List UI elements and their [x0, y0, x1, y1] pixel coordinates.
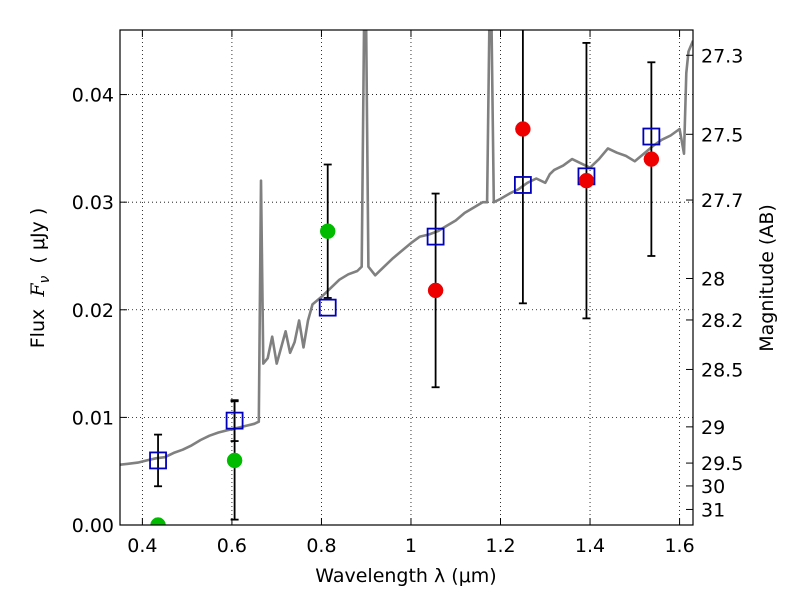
right-tick-label: 31	[701, 499, 725, 521]
y-tick-label: 0.02	[72, 300, 114, 322]
y-axis-label: Flux Fν ( μJy )	[27, 208, 53, 349]
flux-circle-marker	[643, 151, 660, 167]
plot-background	[120, 30, 693, 525]
y-axis-ticks: 0.00 0.01 0.02 0.03 0.04	[72, 85, 127, 537]
plot-frame	[119, 29, 694, 526]
y-tick-label: 0.01	[72, 407, 114, 429]
y-label-prefix: Flux	[27, 297, 49, 349]
x-tick-label: 0.4	[127, 535, 157, 557]
x-tick-label: 1.6	[664, 535, 694, 557]
model-square-marker	[318, 298, 337, 317]
y-label-symbol: F	[27, 283, 49, 298]
flux-circle-marker	[226, 452, 243, 469]
x-tick-label: 1.4	[575, 535, 605, 557]
flux-circle-marker	[427, 282, 444, 299]
flux-circle-marker	[150, 517, 166, 525]
model-square-marker	[426, 227, 445, 246]
data-markers	[149, 121, 661, 525]
y-label-subscript: ν	[37, 275, 53, 283]
gridlines	[120, 30, 693, 525]
y-label-unit: ( μJy )	[27, 208, 49, 276]
x-axis-ticks: 0.4 0.6 0.8 1 1.2 1.4 1.6	[127, 30, 695, 557]
right-tick-label: 27.5	[701, 124, 743, 146]
flux-circle-marker	[319, 223, 336, 239]
right-tick-label: 27.3	[701, 45, 743, 67]
right-tick-label: 29.5	[701, 453, 743, 475]
right-tick-label: 29	[701, 417, 725, 439]
right-tick-label: 28	[701, 268, 725, 290]
flux-circle-marker	[515, 121, 531, 137]
spectrum-line	[120, 30, 693, 466]
right-tick-label: 28.5	[701, 359, 743, 381]
y-tick-label: 0.00	[72, 515, 114, 537]
x-tick-label: 0.6	[217, 535, 247, 557]
flux-circle-marker	[578, 172, 595, 189]
model-square-marker	[642, 127, 661, 146]
model-square-marker	[225, 411, 244, 430]
right-tick-label: 27.7	[701, 190, 743, 212]
model-square-marker	[513, 176, 532, 194]
model-spectrum	[120, 30, 693, 466]
model-square-marker	[149, 451, 167, 470]
right-axis-label: Magnitude (AB)	[756, 204, 778, 352]
x-tick-label: 1.2	[485, 535, 515, 557]
right-tick-label: 28.2	[701, 310, 743, 332]
right-tick-label: 30	[701, 476, 725, 498]
y-tick-label: 0.03	[72, 192, 114, 214]
y-tick-label: 0.04	[72, 85, 114, 107]
x-tick-label: 0.8	[306, 535, 336, 557]
x-axis-label: Wavelength λ (μm)	[315, 565, 496, 587]
x-tick-label: 1	[405, 535, 417, 557]
